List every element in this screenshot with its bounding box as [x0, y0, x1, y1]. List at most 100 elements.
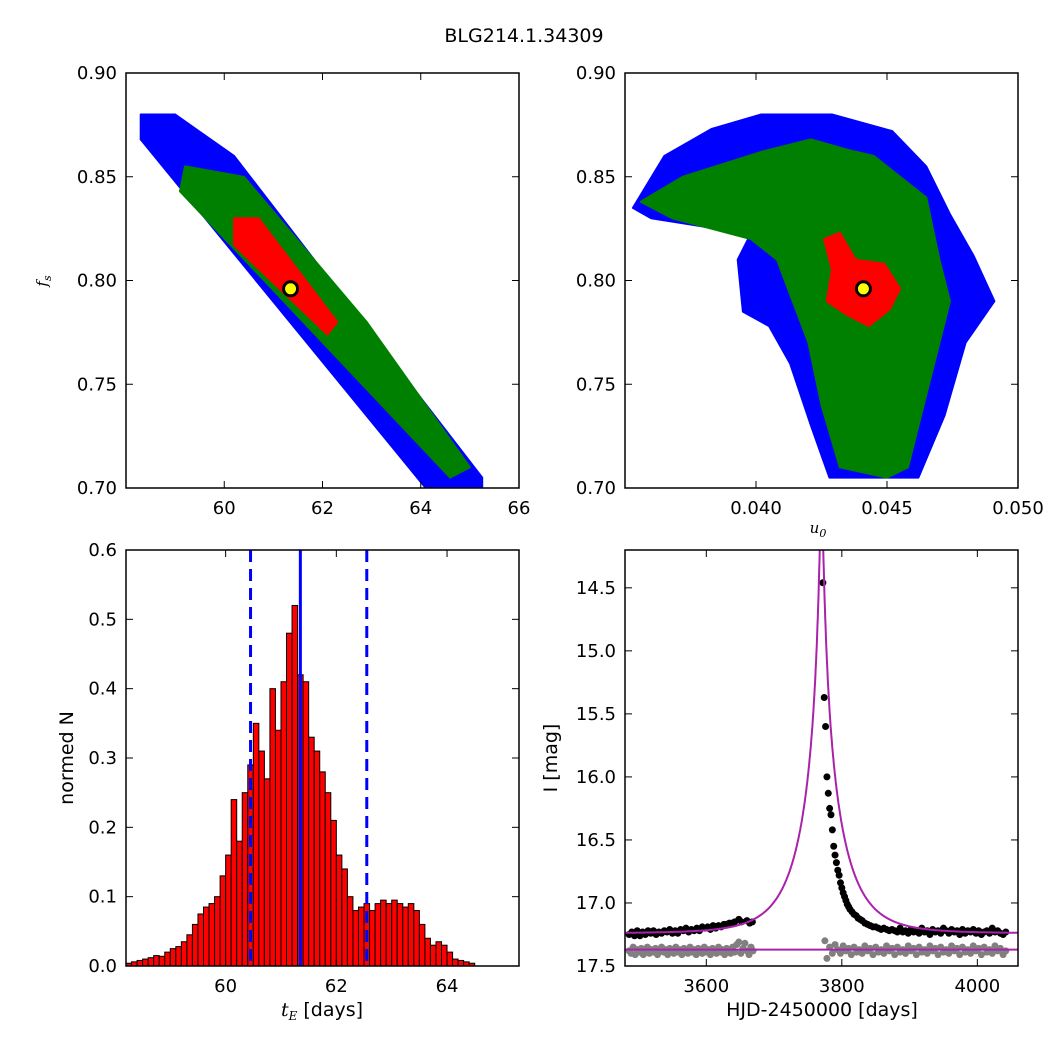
- p4-residual-point: [880, 949, 888, 957]
- p1-ytick-label: 0.90: [77, 63, 117, 84]
- p4-residual-point: [735, 938, 743, 946]
- p3-bar: [197, 913, 204, 966]
- p3-y-label: normed N: [56, 711, 78, 805]
- p3-bar: [208, 903, 216, 966]
- p4-y-ticks: 14.5 15.0 15.5 16.0 16.5 17.0 17.5: [576, 578, 1018, 977]
- p2-x-label: u0: [810, 519, 827, 540]
- p3-bar: [136, 959, 144, 966]
- p1-xtick-label: 60: [213, 498, 236, 519]
- p2-xtick-label: 0.045: [861, 498, 913, 519]
- p3-bar: [280, 681, 288, 966]
- p4-data-point: [824, 789, 832, 797]
- p3-bar: [446, 951, 454, 966]
- p3-bar: [286, 632, 293, 966]
- p3-bar: [236, 840, 243, 966]
- p3-bar: [180, 941, 188, 966]
- p3-bar: [335, 854, 343, 966]
- p3-bar: [346, 896, 354, 966]
- p3-bar: [158, 955, 166, 966]
- p3-bar: [457, 959, 465, 966]
- p3-bar: [357, 906, 365, 966]
- p3-bar: [169, 948, 177, 966]
- p3-ytick-label: 0.1: [88, 887, 117, 908]
- p4-residual-point: [821, 937, 829, 945]
- p3-ytick-label: 0.2: [88, 817, 117, 838]
- p3-bar: [374, 903, 382, 966]
- p3-ytick-label: 0.3: [88, 748, 117, 769]
- p1-best-fit-point: [282, 280, 300, 298]
- p3-bar: [147, 957, 155, 966]
- p4-data-point: [819, 579, 827, 587]
- p4-residual-point: [912, 951, 920, 959]
- p3-bar: [308, 736, 315, 966]
- p2-best-fit-point: [854, 280, 872, 298]
- p1-ytick-label: 0.80: [77, 271, 117, 292]
- p1-y-label: fs: [33, 275, 54, 288]
- p4-ytick-label: 15.0: [576, 641, 616, 662]
- panel-light-curve: 3600 3800 4000 14.5 15.0 15.5 16.0 16.5 17.0 17.…: [540, 549, 1019, 1021]
- panel-te-histogram: 60 62 64 0.0 0.1 0.2 0.3 0.4 0.5 0.6 normed N tE…: [56, 540, 520, 1023]
- p4-residual-point: [858, 949, 866, 957]
- p4-data-point: [822, 722, 830, 730]
- p3-bar: [319, 771, 326, 966]
- p2-best-fit-marker: [854, 280, 872, 298]
- p3-bar: [402, 906, 409, 966]
- p4-ytick-label: 14.5: [576, 578, 616, 599]
- p3-bar: [391, 899, 398, 966]
- p3-bar: [269, 688, 276, 966]
- panel-u0-fs: 0.040 0.045 0.050 0.70 0.75 0.80 0.85 0.90 u0: [576, 63, 1044, 540]
- p4-residual-point: [891, 951, 899, 959]
- p1-xtick-label: 66: [508, 498, 531, 519]
- p2-region-green: [639, 138, 951, 479]
- p3-bar: [302, 681, 310, 966]
- p3-bar: [341, 868, 348, 966]
- p3-bars: [126, 604, 476, 966]
- p1-ytick-label: 0.85: [77, 167, 117, 188]
- p4-residual-point: [977, 951, 985, 959]
- p4-residual-point: [923, 949, 931, 957]
- p3-bar: [380, 899, 387, 966]
- p4-x-label: HJD-2450000 [days]: [726, 999, 918, 1021]
- p3-bar: [396, 903, 404, 966]
- p4-residual-point: [902, 949, 910, 957]
- p1-y-ticks: 0.70 0.75 0.80 0.85 0.90: [77, 63, 519, 499]
- p3-bar: [142, 958, 149, 966]
- p4-data-point: [823, 773, 831, 781]
- p4-residual-point: [988, 949, 996, 957]
- p2-ytick-label: 0.90: [576, 63, 616, 84]
- p2-regions: [631, 113, 996, 479]
- p3-ytick-label: 0.4: [88, 679, 117, 700]
- p3-ytick-label: 0.5: [88, 609, 117, 630]
- p3-bar: [324, 792, 332, 966]
- p3-ytick-label: 0.0: [88, 956, 117, 977]
- p4-residual-point: [741, 939, 749, 947]
- p4-data-point: [828, 826, 836, 834]
- p4-data-point: [830, 842, 838, 850]
- p4-residual-point: [836, 949, 844, 957]
- p4-residual-point: [828, 949, 836, 957]
- p4-ytick-label: 17.5: [576, 956, 616, 977]
- p4-data-point: [827, 811, 835, 819]
- p3-bar: [164, 951, 171, 966]
- p3-x-ticks: 60 62 64: [214, 550, 458, 997]
- p4-residual-point: [945, 949, 953, 957]
- p3-bar: [291, 604, 299, 966]
- p4-plot: [625, 550, 1018, 962]
- p4-data-point: [832, 859, 840, 867]
- p4-data-point: [826, 804, 834, 812]
- p3-bar: [441, 944, 448, 966]
- panel-te-fs: 60 62 64 66 0.70 0.75 0.80 0.85 0.90 fs: [33, 63, 530, 519]
- p3-bar: [186, 934, 193, 966]
- p1-regions: [139, 113, 484, 488]
- p4-xtick-label: 4000: [954, 976, 1000, 997]
- p4-residual-point: [823, 954, 831, 962]
- p4-data-point: [835, 871, 843, 879]
- p3-xtick-label: 64: [436, 976, 459, 997]
- p2-x-ticks: 0.040 0.045 0.050: [730, 73, 1044, 519]
- p2-ytick-label: 0.85: [576, 167, 616, 188]
- p4-axes-frame: [624, 549, 1019, 967]
- p2-ytick-label: 0.70: [576, 478, 616, 499]
- p2-xtick-label: 0.050: [992, 498, 1044, 519]
- p3-xtick-label: 60: [214, 976, 237, 997]
